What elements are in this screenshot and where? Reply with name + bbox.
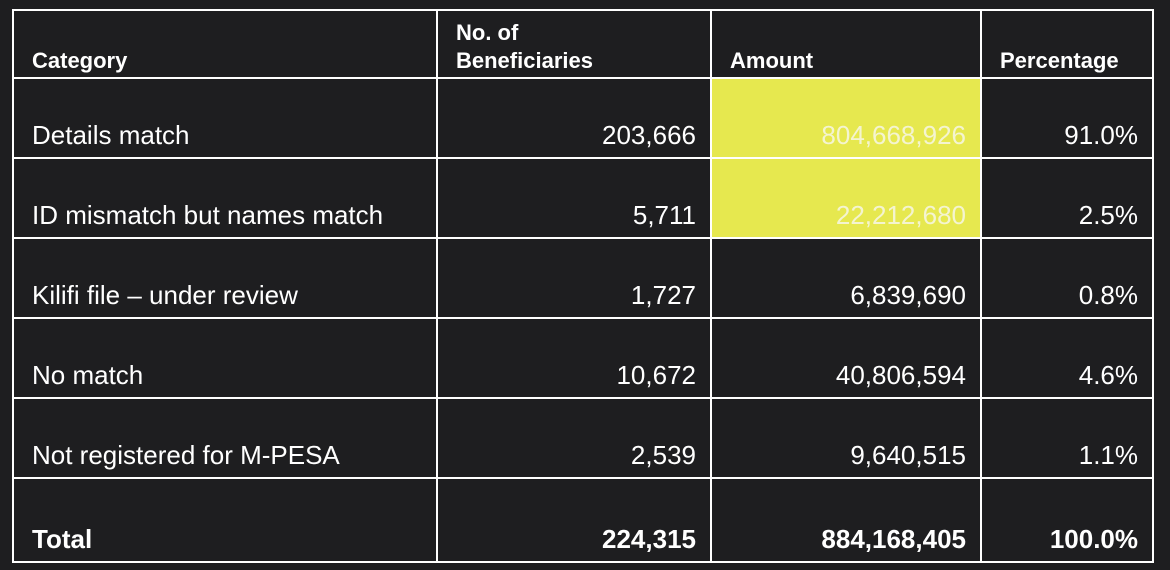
- table-cell: No match: [12, 317, 438, 399]
- cell-text: 884,168,405: [821, 524, 966, 554]
- table-cell: Details match: [12, 77, 438, 159]
- table-cell: 4.6%: [980, 317, 1154, 399]
- table-body: Details match 203,666 804,668,926 91.0% ID m…: [12, 77, 1154, 563]
- data-table: Category No. of Beneficiaries Amount Percen…: [12, 9, 1154, 563]
- header-cell: Category: [12, 9, 438, 79]
- cell-text: 22,212,680: [835, 200, 966, 230]
- cell-text: 9,640,515: [850, 440, 966, 470]
- header-text: Category: [32, 48, 128, 73]
- table-cell: 0.8%: [980, 237, 1154, 319]
- table-cell: 5,711: [436, 157, 712, 239]
- table-cell: 22,212,680: [710, 157, 982, 239]
- table-cell: 100.0%: [980, 477, 1154, 563]
- cell-text: 1,727: [630, 280, 696, 310]
- header-text: No. of Beneficiaries: [456, 20, 593, 73]
- table-cell: 884,168,405: [710, 477, 982, 563]
- table-cell: 10,672: [436, 317, 712, 399]
- cell-text: 0.8%: [1078, 280, 1138, 310]
- cell-text: 224,315: [602, 524, 696, 554]
- cell-text: ID mismatch but names match: [32, 200, 384, 230]
- header-cell: No. of Beneficiaries: [436, 9, 712, 79]
- table-row: No match 10,672 40,806,594 4.6%: [12, 317, 1154, 399]
- cell-text: 804,668,926: [821, 120, 966, 150]
- cell-text: 100.0%: [1049, 524, 1138, 554]
- cell-text: 5,711: [632, 200, 696, 230]
- table-cell: 2.5%: [980, 157, 1154, 239]
- total-row: Total 224,315 884,168,405 100.0%: [12, 477, 1154, 563]
- cell-text: 40,806,594: [835, 360, 966, 390]
- table-cell: 2,539: [436, 397, 712, 479]
- table-cell: 224,315: [436, 477, 712, 563]
- cell-text: Total: [32, 524, 93, 554]
- table-cell: ID mismatch but names match: [12, 157, 438, 239]
- cell-text: 10,672: [616, 360, 696, 390]
- table-cell: 203,666: [436, 77, 712, 159]
- table-cell: 1,727: [436, 237, 712, 319]
- header-row: Category No. of Beneficiaries Amount Percen…: [12, 9, 1154, 79]
- table-cell: Not registered for M-PESA: [12, 397, 438, 479]
- table-cell: Total: [12, 477, 438, 563]
- table-row: Details match 203,666 804,668,926 91.0%: [12, 77, 1154, 159]
- cell-text: 203,666: [602, 120, 696, 150]
- cell-text: Details match: [32, 120, 190, 150]
- table-cell: 40,806,594: [710, 317, 982, 399]
- cell-text: 1.1%: [1078, 440, 1138, 470]
- cell-text: 2.5%: [1078, 200, 1138, 230]
- cell-text: 2,539: [630, 440, 696, 470]
- table-cell: 804,668,926: [710, 77, 982, 159]
- cell-text: Kilifi file – under review: [32, 280, 298, 310]
- cell-text: 91.0%: [1064, 120, 1138, 150]
- table-cell: 6,839,690: [710, 237, 982, 319]
- header-cell: Percentage: [980, 9, 1154, 79]
- cell-text: Not registered for M-PESA: [32, 440, 340, 470]
- cell-text: 6,839,690: [850, 280, 966, 310]
- header-text: Amount: [730, 48, 814, 73]
- table-cell: 91.0%: [980, 77, 1154, 159]
- header-cell: Amount: [710, 9, 982, 79]
- cell-text: 4.6%: [1078, 360, 1138, 390]
- table-cell: 9,640,515: [710, 397, 982, 479]
- table-row: Not registered for M-PESA 2,539 9,640,515 1…: [12, 397, 1154, 479]
- table-row: ID mismatch but names match 5,711 22,212,6…: [12, 157, 1154, 239]
- header-text: Percentage: [1000, 48, 1119, 73]
- cell-text: No match: [32, 360, 144, 390]
- table-cell: 1.1%: [980, 397, 1154, 479]
- table-row: Kilifi file – under review 1,727 6,839,690…: [12, 237, 1154, 319]
- table-cell: Kilifi file – under review: [12, 237, 438, 319]
